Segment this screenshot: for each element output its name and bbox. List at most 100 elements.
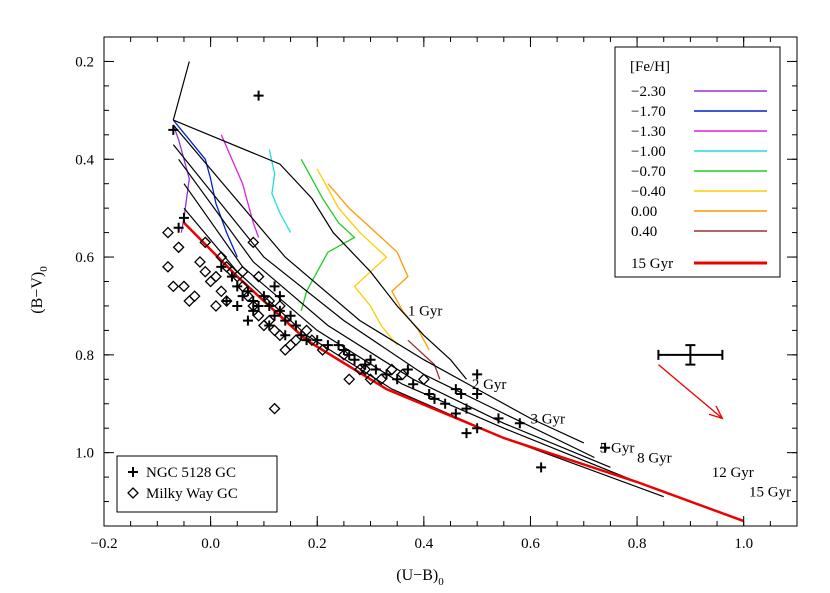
x-tick-label: 0.2 — [308, 536, 327, 552]
milky-way-gc-marker — [188, 290, 201, 303]
ngc5128-gc-marker — [269, 310, 280, 321]
legend-entry-label: −1.00 — [631, 144, 666, 160]
legend-entry-label: −0.40 — [631, 184, 666, 200]
legend-entry-label: −0.70 — [631, 164, 666, 180]
ngc5128-gc-marker — [450, 408, 461, 419]
metallicity-legend: [Fe/H] −2.30 −1.70 −1.30 −1.00 −0.70 −0.40 0.0… — [614, 46, 781, 278]
ngc5128-gc-marker — [461, 403, 472, 414]
metallicity-track — [407, 339, 441, 380]
ngc5128-gc-marker — [221, 296, 232, 307]
ngc5128-gc-marker — [280, 315, 291, 326]
marker-legend-label: NGC 5128 GC — [146, 465, 236, 481]
age-label: 8 Gyr — [637, 450, 672, 466]
milky-way-gc-marker — [210, 270, 222, 283]
ngc5128-gc-marker — [536, 462, 547, 473]
reddening-arrow-head — [708, 405, 724, 420]
age-label: 1 Gyr — [408, 304, 443, 320]
milky-way-gc-marker — [396, 368, 409, 381]
ngc5128-gc-marker — [264, 320, 275, 331]
age-lines — [172, 119, 745, 523]
age-line — [172, 124, 585, 444]
ngc5128-gc-marker — [424, 388, 435, 399]
ngc5128-gc-marker — [269, 281, 280, 292]
ngc5128-gc-marker — [226, 271, 237, 282]
milky-way-gc-marker — [359, 363, 372, 376]
ngc5128-gc-marker — [440, 398, 451, 409]
milky-way-gc-marker — [178, 280, 190, 293]
y-tick-label: 0.6 — [75, 250, 94, 266]
milky-way-gc-marker — [364, 373, 377, 386]
error-and-reddening — [657, 344, 724, 420]
milky-way-gc-marker — [236, 265, 249, 278]
milky-way-gc-marker — [343, 373, 356, 386]
ngc5128-gc-marker — [392, 374, 403, 385]
ngc5128-gc-marker — [370, 364, 381, 375]
milky-way-gc-marker — [172, 241, 185, 254]
ngc5128-gc-marker — [178, 212, 189, 223]
marker-legend-plus — [128, 467, 138, 477]
age-line — [183, 207, 664, 498]
age-line — [183, 221, 745, 523]
metallicity-track — [316, 168, 398, 346]
legend-age-label: 15 Gyr — [631, 256, 673, 272]
milky-way-gc-marker — [199, 236, 212, 249]
age-line — [173, 119, 467, 380]
legend-box — [614, 46, 781, 278]
ngc5128-gc-marker — [472, 369, 483, 380]
ngc5128-gc-points — [168, 90, 611, 473]
axes: −0.2 0.0 0.2 0.4 0.6 0.8 1.0 0.2 0.4 0.6 0.8 1.0 — [75, 36, 798, 552]
milky-way-gc-marker — [247, 236, 260, 249]
milky-way-gc-marker — [305, 334, 318, 347]
reddening-arrow-shaft — [657, 364, 723, 419]
ngc5128-gc-marker — [461, 428, 472, 439]
track-start-segment — [172, 61, 190, 121]
ngc5128-gc-marker — [365, 354, 376, 365]
legend-entry-label: −1.30 — [631, 124, 666, 140]
milky-way-gc-marker — [252, 270, 265, 283]
ngc5128-gc-marker — [312, 335, 323, 346]
y-axis-label: (B−V)0 — [29, 266, 50, 314]
milky-way-gc-marker — [385, 363, 398, 376]
ngc5128-gc-marker — [173, 222, 184, 233]
ngc5128-gc-marker — [274, 305, 285, 316]
ngc5128-gc-marker — [322, 340, 333, 351]
age-label: 15 Gyr — [749, 485, 791, 501]
ngc5128-gc-marker — [402, 364, 413, 375]
ngc5128-gc-marker — [429, 393, 440, 404]
metallicity-track — [300, 158, 356, 311]
x-tick-label: −0.2 — [90, 536, 117, 552]
ngc5128-gc-marker — [248, 305, 259, 316]
milky-way-gc-marker — [300, 324, 313, 337]
milky-way-gc-marker — [220, 260, 233, 273]
age-label: 2 Gyr — [472, 377, 507, 393]
y-tick-label: 0.2 — [75, 54, 94, 70]
ngc5128-gc-marker — [408, 379, 419, 390]
ngc5128-gc-marker — [344, 349, 355, 360]
ngc5128-gc-marker — [338, 344, 349, 355]
ngc5128-gc-marker — [290, 320, 301, 331]
ngc5128-gc-marker — [285, 310, 296, 321]
ngc5128-gc-marker — [253, 90, 264, 101]
legend-entry-label: −2.30 — [631, 84, 666, 100]
milky-way-gc-marker — [199, 265, 212, 278]
milky-way-gc-marker — [162, 226, 174, 239]
ngc5128-gc-marker — [301, 335, 312, 346]
x-axis-label: (U−B)0 — [396, 567, 444, 588]
y-tick-label: 0.8 — [75, 348, 94, 364]
marker-legend-diamond — [127, 487, 139, 499]
ngc5128-gc-marker — [349, 354, 360, 365]
milky-way-gc-marker — [194, 256, 206, 268]
milky-way-gc-marker — [268, 324, 281, 337]
milky-way-gc-marker — [252, 309, 265, 322]
milky-way-gc-marker — [183, 295, 196, 307]
milky-way-gc-marker — [279, 344, 292, 356]
milky-way-gc-marker — [242, 290, 254, 303]
metallicity-tracks — [172, 61, 441, 380]
ngc5128-gc-marker — [360, 359, 371, 370]
ngc5128-gc-marker — [493, 413, 504, 424]
milky-way-gc-marker — [316, 344, 329, 356]
legend-entry-label: −1.70 — [631, 104, 666, 120]
age-label: 5 Gyr — [600, 441, 635, 457]
milky-way-gc-marker — [353, 363, 366, 376]
